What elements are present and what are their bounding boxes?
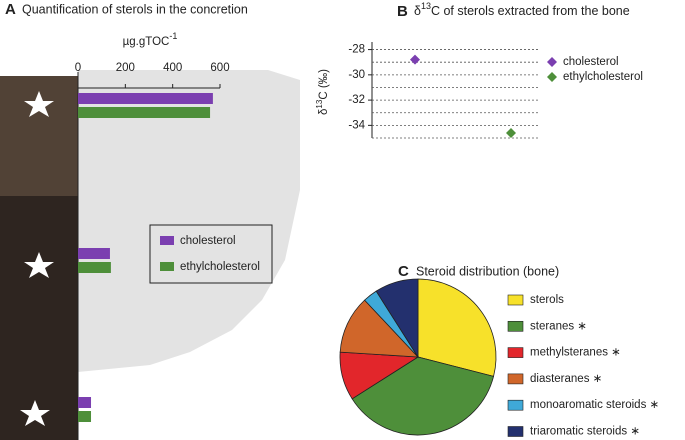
panel-letter: C xyxy=(398,263,409,280)
axis-label-sup: -1 xyxy=(169,31,177,41)
axis-label-part: C (‰) xyxy=(318,69,330,100)
pie-slice xyxy=(375,278,419,359)
axis-label-part: µg.gTOC xyxy=(123,36,170,48)
y-tick-label: -30 xyxy=(348,69,365,81)
chart-title: Quantification of sterols in the concret… xyxy=(22,2,248,16)
legend-label: methylsteranes ∗ xyxy=(530,347,621,359)
legend-swatch xyxy=(507,320,524,332)
legend-label: triaromatic steroids ∗ xyxy=(530,426,640,438)
star xyxy=(20,400,50,426)
legend-swatch xyxy=(160,262,174,271)
y-tick-label: -28 xyxy=(348,44,365,56)
x-tick-label: 400 xyxy=(163,62,182,74)
legend-label: diasteranes ∗ xyxy=(530,373,602,385)
y-tick-label: -32 xyxy=(348,94,365,106)
legend-swatch xyxy=(507,399,524,411)
panel-letter: B xyxy=(397,3,408,20)
legend-swatch xyxy=(507,347,524,358)
bar xyxy=(78,397,92,408)
bar xyxy=(78,411,92,422)
legend-swatch xyxy=(507,294,524,306)
point xyxy=(506,127,516,138)
legend-box xyxy=(149,224,273,284)
x-tick-label: 200 xyxy=(116,62,135,74)
legend-swatch xyxy=(507,373,524,385)
concretion-photo xyxy=(78,70,300,372)
bar xyxy=(78,107,211,118)
legend-label: cholesterol xyxy=(180,235,236,247)
axis-label: µg.gTOC-1 xyxy=(123,31,178,48)
title-part: δ xyxy=(414,4,421,18)
legend-label: monoaromatic steroids ∗ xyxy=(530,399,659,411)
legend-label: ethylcholesterol xyxy=(180,261,260,273)
legend-label: cholesterol xyxy=(563,56,619,68)
point xyxy=(410,54,420,65)
pie-slice xyxy=(417,278,497,377)
legend-marker xyxy=(547,72,557,82)
legend-label: sterols xyxy=(530,294,564,306)
legend-swatch xyxy=(507,426,524,437)
bar xyxy=(78,248,110,259)
title-part: C of sterols extracted from the bone xyxy=(431,4,630,18)
x-tick-label: 0 xyxy=(75,62,81,74)
star xyxy=(24,252,54,278)
x-tick-label: 600 xyxy=(210,62,229,74)
axis-label-sup: 13 xyxy=(315,99,324,108)
bar xyxy=(78,93,213,104)
star xyxy=(24,91,54,117)
bar xyxy=(78,262,111,273)
panel-letter: A xyxy=(5,1,16,18)
title-sup: 13 xyxy=(421,1,431,11)
y-tick-label: -34 xyxy=(348,119,365,131)
legend-swatch xyxy=(160,236,174,245)
chart-title: Steroid distribution (bone) xyxy=(416,264,559,278)
legend-marker xyxy=(547,57,557,67)
legend-label: steranes ∗ xyxy=(530,320,587,332)
y-axis-label: δ13C (‰) xyxy=(315,69,330,115)
chart-title: δ13C of sterols extracted from the bone xyxy=(414,1,630,18)
axis-label-part: δ xyxy=(318,109,330,115)
legend-label: ethylcholesterol xyxy=(563,71,643,83)
